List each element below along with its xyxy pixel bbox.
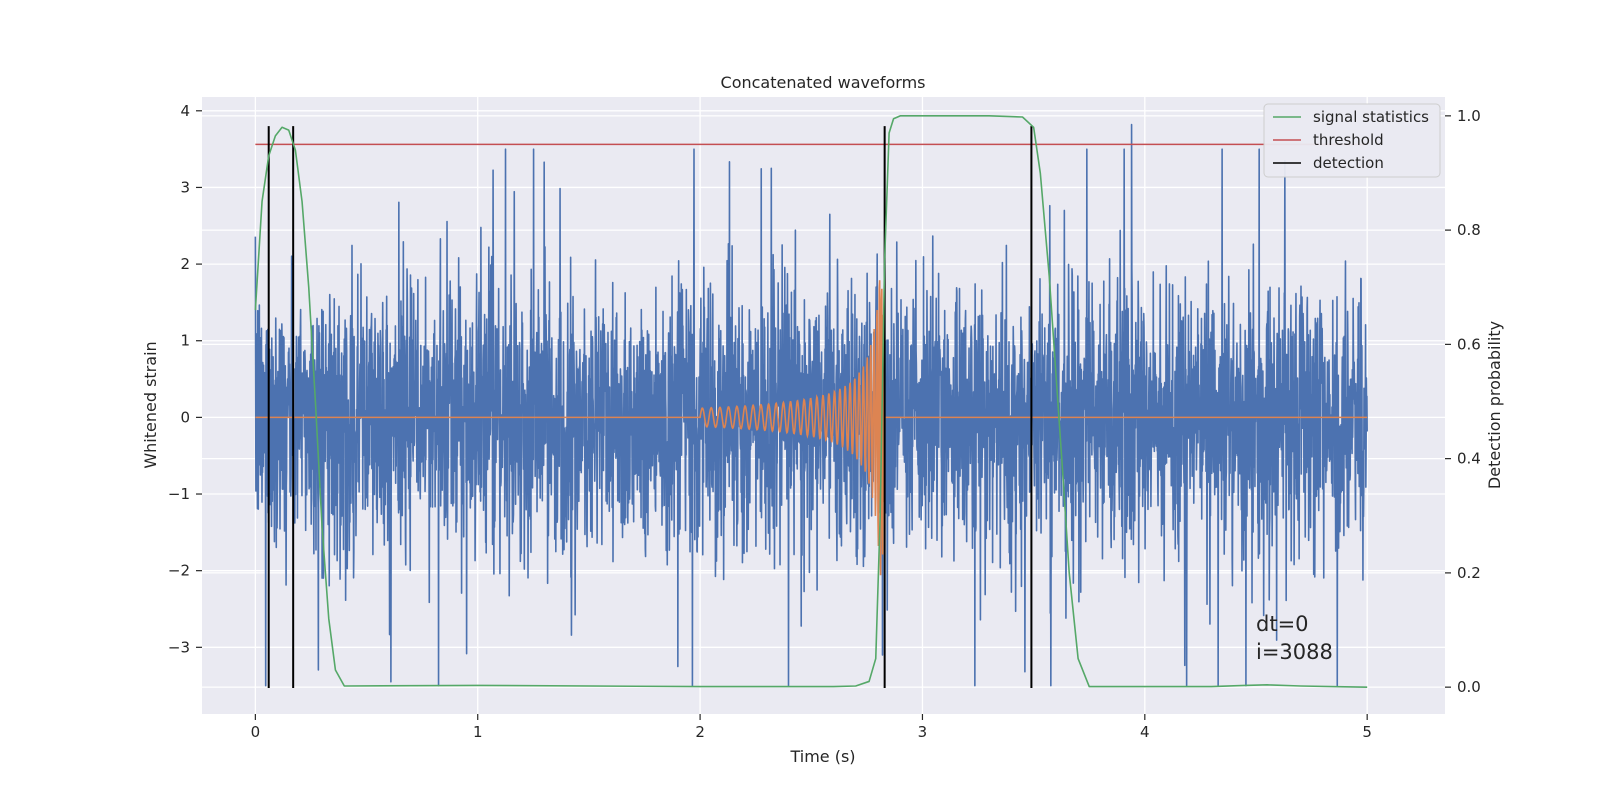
x-tick-label: 4 <box>1140 723 1150 741</box>
legend-label-detection: detection <box>1313 154 1384 172</box>
y-tick-label: 4 <box>180 102 190 120</box>
chart-title: Concatenated waveforms <box>721 73 926 92</box>
x-tick-label: 0 <box>251 723 261 741</box>
x-tick-label: 1 <box>473 723 483 741</box>
legend-label-threshold: threshold <box>1313 131 1384 149</box>
detection-series-lines <box>267 126 1033 688</box>
y-tick-label: −2 <box>168 562 190 580</box>
y-tick-label: −3 <box>168 638 190 656</box>
y-right-tick-label: 0.8 <box>1457 221 1481 239</box>
y-right-tick-label: 1.0 <box>1457 107 1481 125</box>
y-tick-label: 0 <box>180 408 190 426</box>
y-right-tick-label: 0.2 <box>1457 564 1481 582</box>
y-right-tick-label: 0.4 <box>1457 450 1481 468</box>
y-tick-label: 2 <box>180 255 190 273</box>
y-tick-label: −1 <box>168 485 190 503</box>
x-tick-label: 5 <box>1362 723 1372 741</box>
legend-box <box>1263 103 1441 178</box>
y-tick-label: 3 <box>180 178 190 196</box>
annotation: dt=0 i=3088 <box>1256 612 1333 664</box>
x-tick-label: 3 <box>918 723 928 741</box>
x-axis-label: Time (s) <box>789 747 855 766</box>
y-tick-label: 1 <box>180 332 190 350</box>
annotation-dt: dt=0 <box>1256 612 1309 636</box>
axis-ticks: 0 1 2 3 4 5 −3 −2 −1 0 1 2 3 4 0.0 0.2 0.4 0.6 0.8 1.0 <box>168 102 1481 741</box>
noise-series-line <box>254 123 1368 687</box>
legend-label-signal-statistics: signal statistics <box>1313 108 1429 126</box>
chirp-series-line <box>255 280 1368 576</box>
legend: signal statistics threshold detection <box>1263 103 1441 178</box>
x-tick-label: 2 <box>695 723 705 741</box>
annotation-index: i=3088 <box>1256 640 1333 664</box>
signal-statistics-series-line <box>254 115 1368 688</box>
y-axis-label: Whitened strain <box>141 341 160 468</box>
y-right-axis-label: Detection probability <box>1485 321 1504 489</box>
y-right-tick-label: 0.6 <box>1457 335 1481 353</box>
y-right-tick-label: 0.0 <box>1457 678 1481 696</box>
